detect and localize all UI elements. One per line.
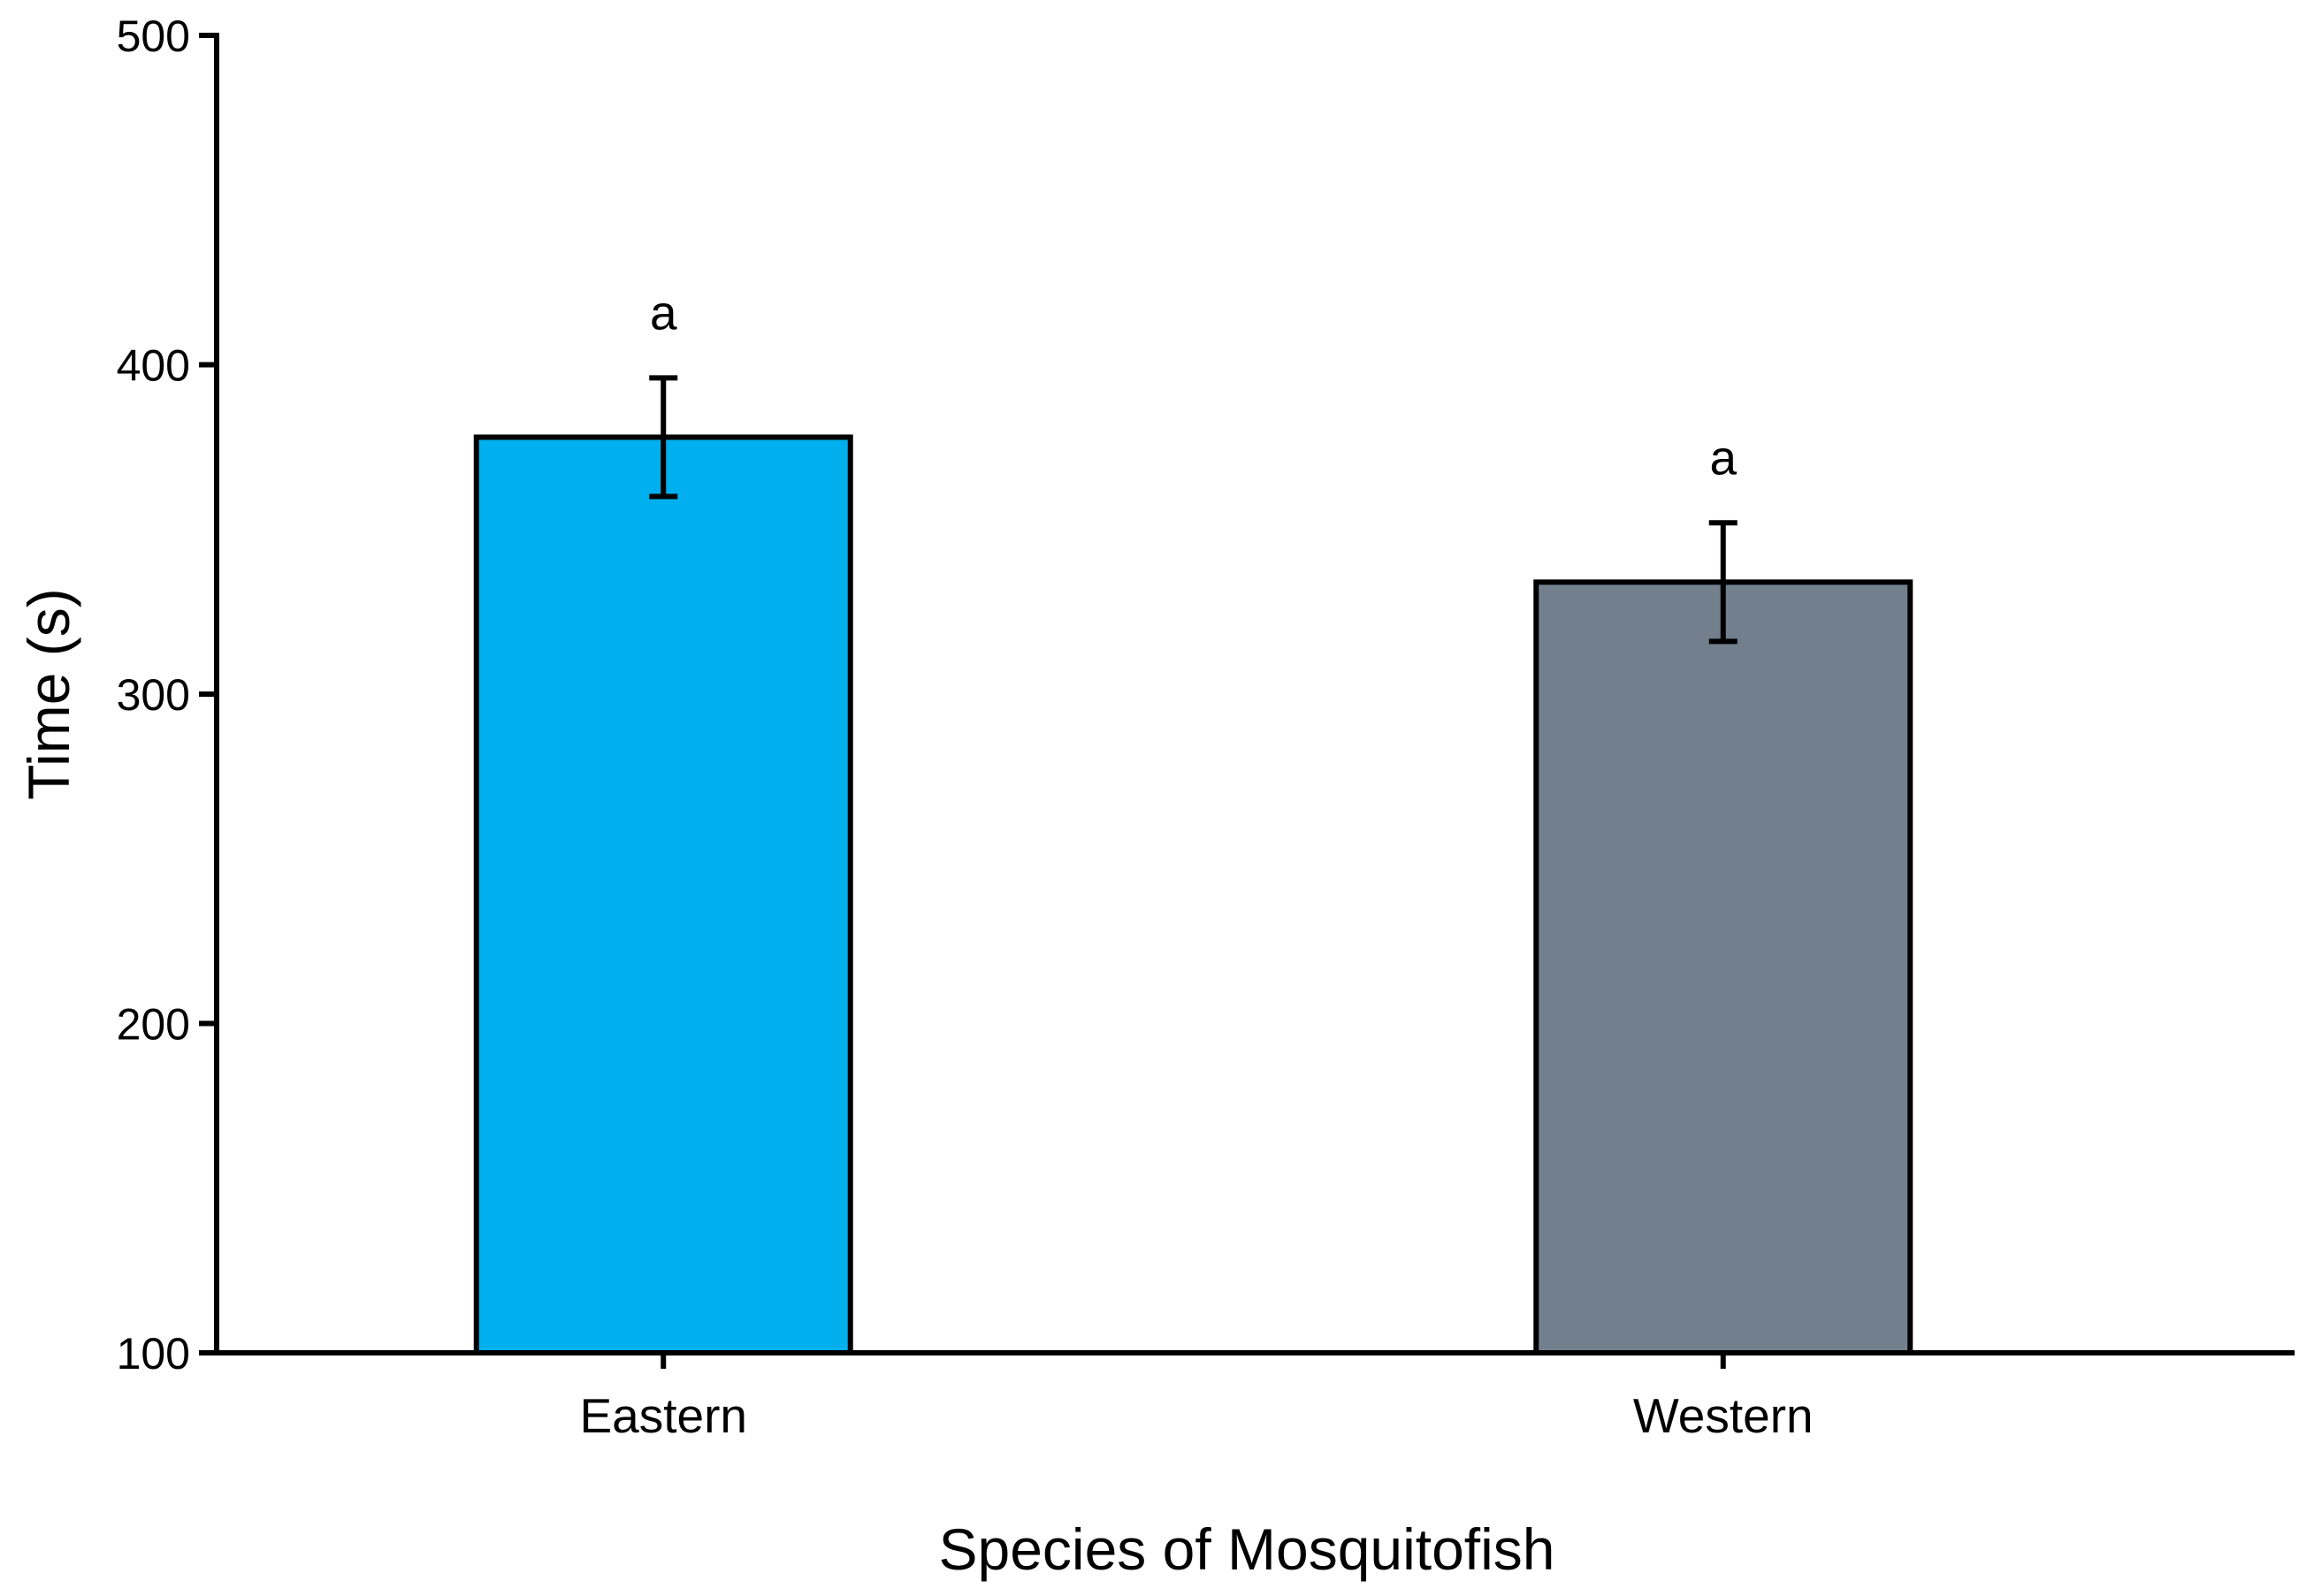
error-bars-layer	[649, 375, 1738, 645]
y-tick-label: 100	[117, 1329, 190, 1378]
y-tick-label: 500	[117, 11, 190, 61]
x-ticks-layer: Eastern Western	[579, 1353, 1814, 1443]
bar-western	[1533, 579, 1913, 1355]
x-axis-title: Species of Mosquitofish	[938, 1516, 1554, 1582]
y-ticks-layer: 100 200 300 400 500	[117, 11, 217, 1378]
y-tick-label: 400	[117, 341, 190, 391]
significance-letter: a	[1709, 430, 1737, 485]
bars-layer	[473, 434, 1913, 1356]
x-tick-label: Western	[1633, 1388, 1814, 1443]
error-bar-western	[1708, 520, 1738, 645]
x-tick-label: Eastern	[579, 1388, 747, 1443]
bar-eastern	[473, 434, 853, 1356]
significance-letter: a	[650, 285, 677, 340]
significance-letters-layer: aa	[650, 285, 1738, 485]
y-tick-label: 200	[117, 1000, 190, 1050]
y-axis-title: Time (s)	[16, 588, 81, 800]
error-bar-eastern	[649, 375, 678, 500]
y-tick-label: 300	[117, 670, 190, 720]
